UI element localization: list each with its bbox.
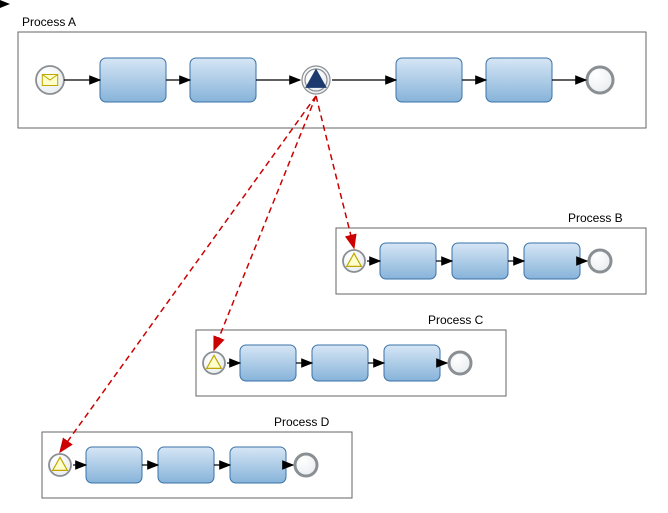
- signal-flow-to-C: [214, 96, 316, 350]
- task-B-2: [452, 243, 508, 279]
- end-event-D: [295, 454, 317, 476]
- task-D-2: [158, 447, 214, 483]
- end-event-C: [449, 352, 471, 374]
- signal-flow-to-B: [316, 96, 354, 248]
- task-A-1: [100, 58, 166, 102]
- task-A-2: [190, 58, 256, 102]
- end-event-B: [589, 250, 611, 272]
- signal-flow-to-D: [60, 96, 316, 452]
- task-B-3: [524, 243, 580, 279]
- task-C-3: [384, 345, 440, 381]
- pool-D-label: Process D: [274, 415, 330, 429]
- end-event-A: [587, 67, 613, 93]
- task-A-4: [486, 58, 552, 102]
- task-D-1: [86, 447, 142, 483]
- task-B-1: [380, 243, 436, 279]
- pool-B-label: Process B: [568, 211, 623, 225]
- pool-C-label: Process C: [428, 313, 484, 327]
- task-A-3: [396, 58, 462, 102]
- task-C-1: [240, 345, 296, 381]
- task-D-3: [230, 447, 286, 483]
- task-C-2: [312, 345, 368, 381]
- pool-A-label: Process A: [22, 15, 76, 29]
